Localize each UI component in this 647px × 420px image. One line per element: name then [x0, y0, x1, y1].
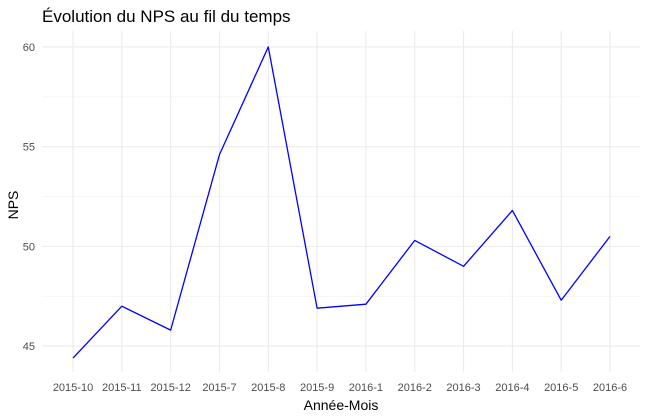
x-tick-label: 2015-8 — [251, 382, 285, 394]
series-group — [72, 46, 611, 359]
chart-title: Évolution du NPS au fil du temps — [42, 7, 291, 26]
x-tick-label: 2016-6 — [593, 382, 627, 394]
x-tick-label: 2016-1 — [349, 382, 383, 394]
x-axis-title: Année-Mois — [304, 397, 379, 413]
x-tick-label: 2015-10 — [53, 382, 93, 394]
x-tick-label: 2015-12 — [150, 382, 190, 394]
y-axis-ticks: 45 50 55 60 — [23, 42, 35, 353]
x-tick-label: 2015-9 — [300, 382, 334, 394]
y-tick-label: 45 — [23, 341, 35, 353]
y-tick-label: 60 — [23, 42, 35, 54]
major-gridlines — [42, 31, 640, 372]
y-tick-label: 50 — [23, 241, 35, 253]
x-tick-label: 2016-5 — [544, 382, 578, 394]
minor-gridlines — [42, 96, 640, 297]
x-tick-label: 2015-7 — [202, 382, 236, 394]
x-tick-label: 2016-3 — [446, 382, 480, 394]
y-tick-label: 55 — [23, 142, 35, 154]
x-tick-label: 2016-4 — [495, 382, 529, 394]
x-axis-ticks: 2015-10 2015-11 2015-12 2015-7 2015-8 2015-9 2… — [53, 382, 627, 394]
nps-line — [72, 46, 611, 359]
y-axis-title: NPS — [5, 191, 21, 220]
x-tick-label: 2016-2 — [398, 382, 432, 394]
x-tick-label: 2015-11 — [102, 382, 142, 394]
